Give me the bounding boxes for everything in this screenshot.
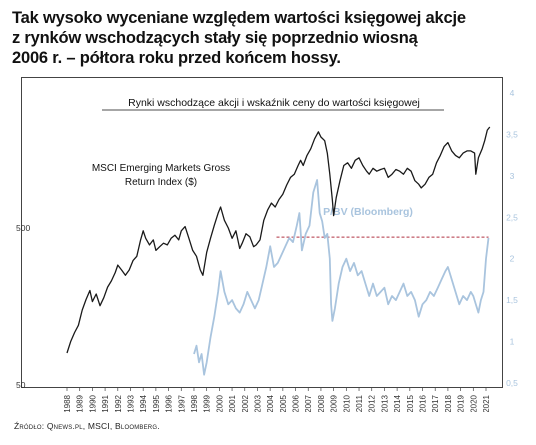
- x-tick-label: 2001: [228, 394, 237, 412]
- x-tick-label: 2010: [342, 394, 351, 412]
- msci-series-line: [66, 126, 491, 354]
- x-tick-label: 2015: [406, 394, 415, 412]
- left-tick-label: 500: [16, 223, 30, 233]
- chart-svg: Rynki wschodzące akcji i wskaźnik ceny d…: [16, 77, 518, 412]
- x-tick-label: 1994: [139, 394, 148, 412]
- x-tick-label: 2017: [431, 394, 440, 412]
- x-tick-label: 1995: [152, 394, 161, 412]
- x-tick-label: 2019: [457, 394, 466, 412]
- x-tick-label: 1991: [101, 394, 110, 412]
- right-tick-label: 3,5: [506, 129, 518, 139]
- right-axis: 0,5 1 1,5 2 2,5 3 3,5 4: [506, 88, 518, 388]
- right-tick-label: 3: [510, 171, 515, 181]
- headline: Tak wysoko wyceniane względem wartości k…: [12, 8, 524, 68]
- left-tick-label: 50: [16, 380, 26, 390]
- x-tick-label: 1997: [177, 394, 186, 412]
- x-tick-label: 1993: [126, 394, 135, 412]
- x-tick-label: 2003: [253, 394, 262, 412]
- right-tick-label: 4: [510, 88, 515, 98]
- left-axis: 50 500: [16, 223, 30, 390]
- right-tick-label: 2: [510, 254, 515, 264]
- x-tick-label: 2006: [292, 394, 301, 412]
- x-tick-label: 1990: [88, 394, 97, 412]
- chart-title: Rynki wschodzące akcji i wskaźnik ceny d…: [128, 97, 420, 109]
- x-tick-label: 2021: [482, 394, 491, 412]
- plot-frame: [21, 77, 503, 388]
- headline-line-1: Tak wysoko wyceniane względem wartości k…: [12, 9, 466, 27]
- source-note: Źródło: Qnews.pl, MSCI, Bloomberg.: [14, 421, 160, 431]
- right-tick-label: 0,5: [506, 378, 518, 388]
- x-tick-label: 2005: [279, 394, 288, 412]
- pbv-series-line: [193, 179, 490, 376]
- msci-series-label-line-2: Return Index ($): [125, 177, 197, 188]
- x-tick-label: 1988: [63, 394, 72, 412]
- x-tick-label: 1998: [190, 394, 199, 412]
- right-tick-label: 1,5: [506, 295, 518, 305]
- series-layer: [66, 126, 491, 376]
- headline-line-3: 2006 r. – półtora roku przed końcem hoss…: [12, 49, 341, 67]
- x-tick-label: 2014: [393, 394, 402, 412]
- x-tick-label: 1999: [203, 394, 212, 412]
- x-tick-label: 2012: [368, 394, 377, 412]
- x-axis: 1988 1989 1990 1991 1992 1993 1994 1995 1996 1997…: [63, 387, 491, 412]
- x-tick-label: 1996: [165, 394, 174, 412]
- x-tick-label: 2018: [444, 394, 453, 412]
- x-tick-label: 2002: [241, 394, 250, 412]
- x-tick-label: 2007: [304, 394, 313, 412]
- x-tick-label: 1992: [114, 394, 123, 412]
- x-tick-label: 2016: [419, 394, 428, 412]
- msci-series-label-line-1: MSCI Emerging Markets Gross: [92, 163, 230, 174]
- x-tick-label: 1989: [76, 394, 85, 412]
- x-tick-label: 2008: [317, 394, 326, 412]
- x-tick-label: 2004: [266, 394, 275, 412]
- x-tick-label: 2000: [215, 394, 224, 412]
- headline-line-2: z rynków wschodzących stały się poprzedn…: [12, 29, 418, 47]
- chart-container: Rynki wschodzące akcji i wskaźnik ceny d…: [12, 75, 524, 412]
- x-tick-label: 2020: [469, 394, 478, 412]
- x-tick-label: 2009: [330, 394, 339, 412]
- pbv-series-label: P/BV (Bloomberg): [323, 206, 413, 218]
- right-tick-label: 1: [510, 337, 515, 347]
- right-tick-label: 2,5: [506, 212, 518, 222]
- x-tick-label: 2013: [380, 394, 389, 412]
- x-tick-label: 2011: [355, 394, 364, 412]
